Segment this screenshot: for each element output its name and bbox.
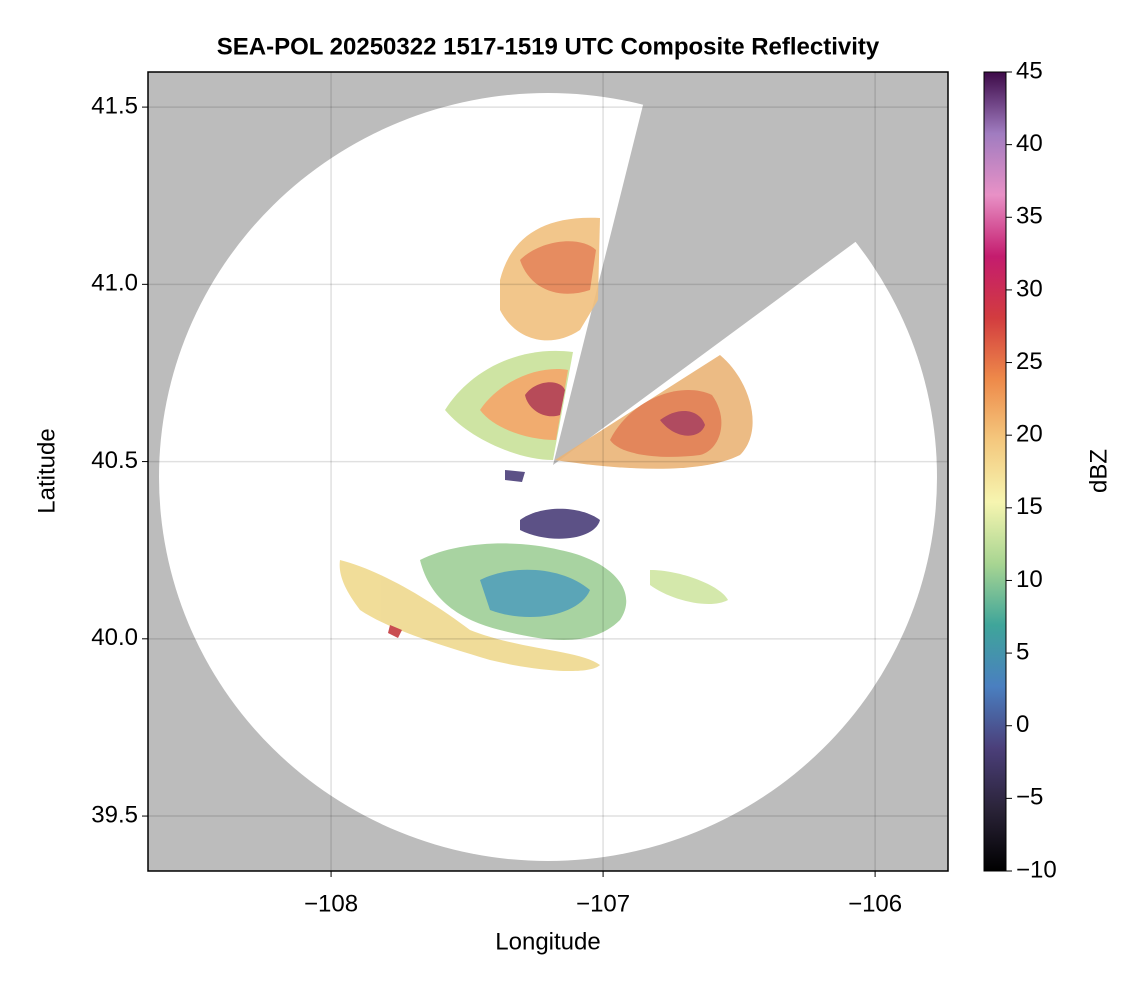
colorbar-tick-label: 40	[1016, 130, 1043, 157]
colorbar-tick-label: −10	[1016, 856, 1057, 883]
colorbar-tick-label: 20	[1016, 421, 1043, 448]
x-axis-label: Longitude	[495, 928, 600, 955]
y-tick-label: 41.5	[91, 92, 138, 119]
colorbar-tick-label: 5	[1016, 638, 1029, 665]
colorbar-tick-label: 25	[1016, 348, 1043, 375]
y-tick-label: 40.0	[91, 624, 138, 651]
colorbar-tick-label: 30	[1016, 275, 1043, 302]
colorbar	[983, 71, 1007, 872]
echoes	[339, 217, 753, 672]
colorbar-tick-label: 45	[1016, 57, 1043, 84]
chart-title: SEA-POL 20250322 1517-1519 UTC Composite…	[217, 33, 880, 60]
grid	[148, 72, 948, 871]
x-tick-label: −107	[576, 890, 630, 917]
blocked-sector	[553, 72, 948, 465]
colorbar-tick-label: 15	[1016, 493, 1043, 520]
plot-frame	[147, 71, 949, 872]
colorbar-tick-label: 0	[1016, 711, 1029, 738]
y-tick-label: 40.5	[91, 447, 138, 474]
x-tick-label: −108	[304, 890, 358, 917]
x-tick-label: −106	[848, 890, 902, 917]
colorbar-tick-label: −5	[1016, 784, 1043, 811]
y-tick-label: 39.5	[91, 801, 138, 828]
colorbar-tick-label: 35	[1016, 203, 1043, 230]
y-tick-label: 41.0	[91, 270, 138, 297]
colorbar-tick-label: 10	[1016, 566, 1043, 593]
y-axis-label: Latitude	[33, 428, 60, 513]
radar-image	[148, 72, 948, 871]
colorbar-label: dBZ	[1085, 449, 1112, 493]
